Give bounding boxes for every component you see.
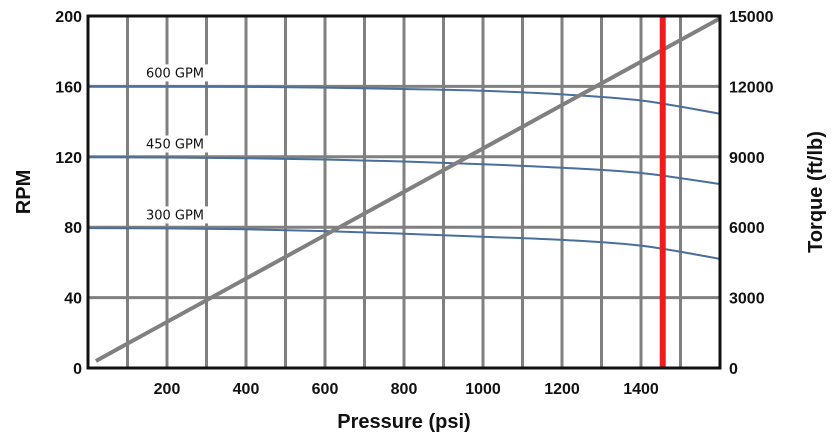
y-axis-title: RPM [13, 170, 35, 214]
series-line-600-gpm [87, 85, 721, 115]
series-label-bg [135, 206, 215, 224]
y2-tick-label: 12000 [729, 79, 774, 96]
series-label-bg [135, 64, 215, 82]
x-tick-label: 1400 [623, 381, 659, 398]
x-tick-label: 200 [154, 381, 181, 398]
y2-tick-label: 0 [729, 361, 738, 378]
y2-tick-label: 3000 [729, 291, 765, 308]
series-label-bg [135, 135, 215, 153]
y2-tick-label: 15000 [729, 9, 774, 26]
y-tick-label: 0 [73, 361, 82, 378]
plot-marks: 600 GPM 450 GPM 300 GPM [87, 16, 721, 368]
torque-line [94, 16, 721, 363]
series-label: 450 GPM [146, 138, 204, 153]
series-line-300-gpm [87, 227, 721, 260]
x-tick-label: 800 [391, 381, 418, 398]
y2-tick-label: 9000 [729, 150, 765, 167]
x-tick-label: 600 [312, 381, 339, 398]
series-line-450-gpm [87, 156, 721, 186]
y-tick-label: 120 [55, 150, 82, 167]
plot-frame [86, 14, 722, 370]
y-tick-label: 160 [55, 79, 82, 96]
x-tick-label: 1200 [544, 381, 580, 398]
series-label: 300 GPM [146, 208, 204, 223]
y-tick-label: 200 [55, 9, 82, 26]
x-axis-title: Pressure (psi) [337, 411, 470, 433]
x-tick-label: 1000 [465, 381, 501, 398]
y2-axis-title: Torque (ft/lb) [805, 131, 827, 253]
x-tick-label: 400 [233, 381, 260, 398]
y2-tick-label: 6000 [729, 220, 765, 237]
series-label: 600 GPM [146, 66, 204, 81]
y-tick-label: 80 [64, 220, 82, 237]
y-tick-label: 40 [64, 291, 82, 308]
tick-labels: 200 400 600 800 1000 1200 1400 0 40 80 120 160 200 0 3… [55, 9, 773, 398]
